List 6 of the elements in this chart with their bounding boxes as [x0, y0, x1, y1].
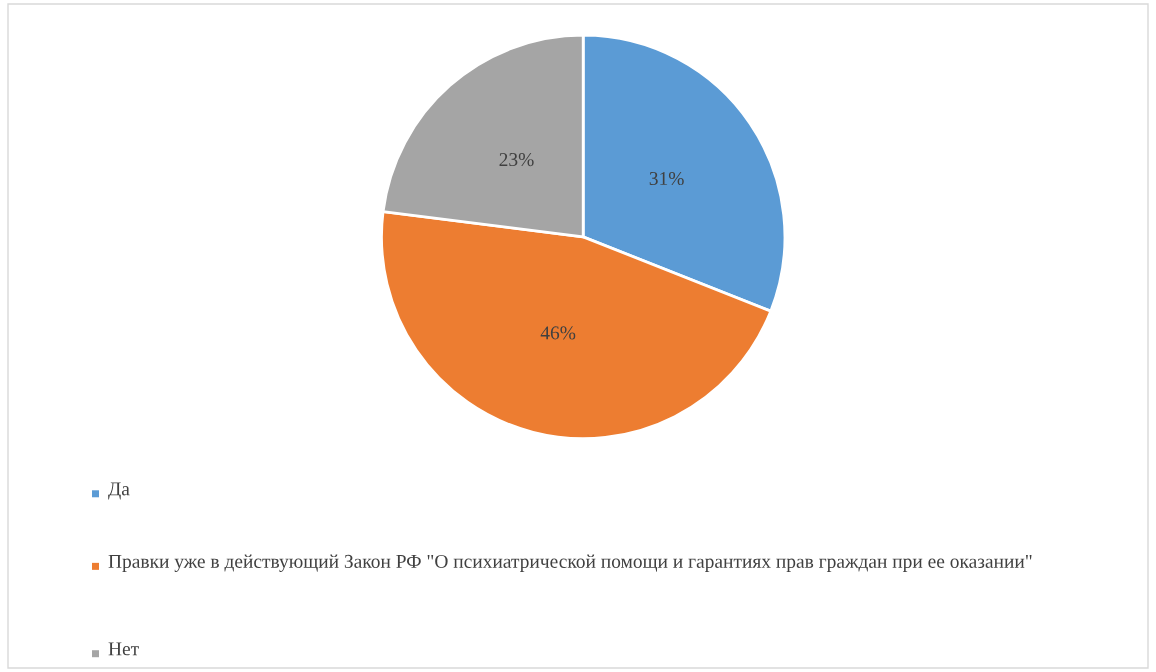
data-label: 31% [649, 171, 684, 186]
data-label: 46% [540, 326, 576, 340]
legend-label: Нет [108, 642, 139, 656]
legend-label: Правки уже в действующий Закон РФ "О психиатрической помощи и гарантиях прав граждан при ее оказании" [108, 554, 1032, 572]
legend-label: Да [108, 482, 130, 500]
data-label: 23% [499, 152, 534, 167]
